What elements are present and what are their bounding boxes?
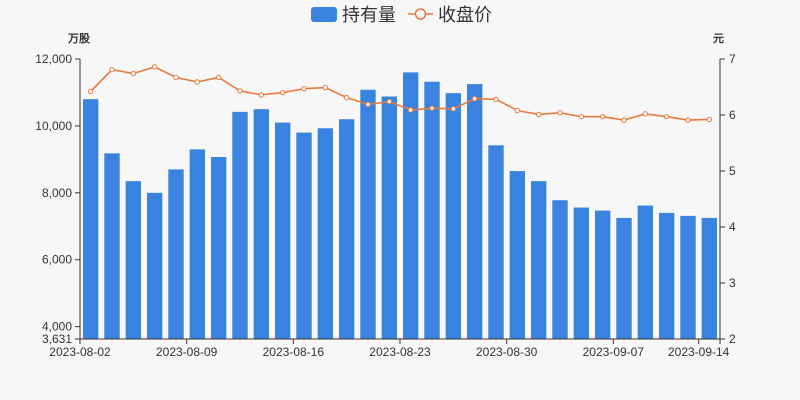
x-axis-tick-label: 2023-09-14 (668, 345, 730, 359)
close-price-point (535, 111, 542, 118)
close-price-point (450, 106, 457, 112)
close-price-point (87, 88, 94, 95)
close-price-point (429, 105, 435, 111)
right-axis-tick-label: 5 (729, 164, 736, 178)
x-axis-tick-label: 2023-08-09 (156, 345, 218, 359)
close-price-line (90, 65, 710, 121)
close-price-point (365, 101, 371, 108)
close-price-point (578, 113, 585, 120)
x-axis-tick-label: 2023-09-07 (583, 345, 645, 359)
holdings-bar (445, 93, 462, 339)
close-price-point (685, 117, 691, 123)
close-price-point (557, 110, 563, 116)
holdings-bar (317, 128, 334, 339)
close-price-point (258, 92, 265, 98)
close-price-point (215, 74, 222, 81)
close-price-point (386, 98, 393, 105)
holdings-bar (210, 157, 227, 339)
close-price-point (279, 89, 286, 96)
legend-label-holdings: 持有量 (342, 5, 396, 25)
x-axis-tick-label: 2023-08-16 (263, 345, 325, 359)
x-axis-tick-label: 2023-08-30 (476, 345, 538, 359)
holdings-bar (573, 207, 590, 339)
holdings-bar (509, 171, 526, 339)
holdings-bar (189, 149, 206, 339)
left-axis-tick-label: 3,631 (42, 332, 72, 346)
holdings-bar (594, 210, 611, 339)
holdings-bar (658, 212, 675, 339)
holdings-bar (424, 81, 440, 339)
close-price-point (407, 107, 414, 113)
holdings-bar (616, 217, 632, 339)
close-price-point (322, 84, 329, 91)
close-price-point (237, 88, 243, 94)
close-price-point (621, 117, 627, 123)
holdings-bar (530, 181, 547, 339)
close-price-point (514, 107, 521, 114)
close-price-point (151, 64, 158, 70)
legend-swatch-holdings (311, 7, 337, 22)
left-axis-tick-label: 4,000 (42, 320, 72, 334)
x-axis-tick-label: 2023-08-23 (369, 345, 431, 359)
holdings-bar (82, 99, 99, 340)
right-axis-tick-label: 4 (729, 220, 736, 234)
left-axis-tick-label: 6,000 (42, 253, 72, 267)
holdings-bar (466, 84, 483, 339)
holdings-bar (253, 109, 270, 339)
holdings-bar (680, 215, 696, 339)
close-price-point (599, 113, 606, 120)
left-axis-tick-label: 8,000 (42, 186, 72, 200)
legend: 持有量 收盘价 (311, 5, 492, 25)
close-price-point (301, 85, 307, 92)
close-price-point (706, 116, 713, 123)
holdings-bar (125, 181, 142, 339)
holdings-bar (232, 111, 248, 339)
holdings-bar (637, 205, 654, 339)
close-price-point (471, 96, 478, 102)
holdings-bar (146, 192, 163, 339)
holdings-bar (360, 89, 376, 339)
right-axis-tick-label: 7 (729, 52, 736, 66)
right-axis-tick-label: 3 (729, 276, 736, 290)
close-price-point (343, 94, 350, 101)
holdings-bar (552, 200, 568, 339)
right-axis-tick-label: 6 (729, 108, 736, 122)
close-price-point (493, 96, 499, 103)
close-price-point (109, 66, 115, 73)
holdings-bar (296, 132, 312, 339)
holdings-bar (168, 169, 184, 339)
left-axis-unit: 万股 (67, 32, 91, 45)
close-price-point (173, 74, 179, 81)
holdings-bar (402, 72, 419, 339)
holdings-bar (274, 122, 291, 339)
holdings-bar (338, 119, 355, 339)
right-axis-tick-label: 2 (729, 332, 736, 346)
left-axis-tick-label: 12,000 (35, 52, 72, 66)
left-axis-tick-label: 10,000 (35, 119, 72, 133)
close-price-point (130, 70, 137, 77)
holdings-bar (488, 145, 504, 339)
right-axis-unit: 元 (713, 32, 724, 45)
legend-swatch-close-marker (414, 8, 427, 20)
close-price-point (663, 113, 670, 120)
holdings-bar (701, 217, 718, 339)
close-price-point (194, 79, 201, 85)
legend-label-close: 收盘价 (438, 5, 492, 25)
holdings-bar (381, 96, 398, 339)
x-axis-tick-label: 2023-08-02 (49, 345, 111, 359)
holdings-bar (104, 153, 120, 339)
close-price-point (642, 111, 649, 117)
